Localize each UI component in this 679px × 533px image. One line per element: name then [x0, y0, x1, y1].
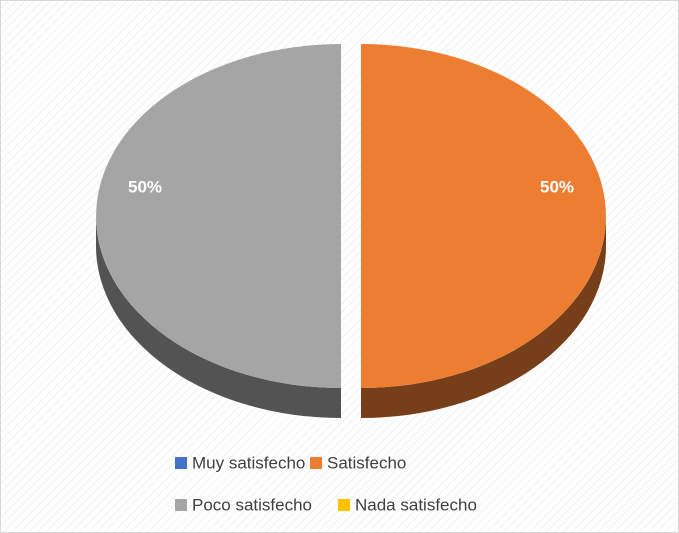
legend-swatch [175, 499, 187, 511]
legend-label: Nada satisfecho [355, 495, 477, 514]
data-label: 50% [540, 177, 574, 196]
data-label: 50% [128, 177, 162, 196]
legend-swatch [338, 499, 350, 511]
legend: Muy satisfecho Satisfecho Poco satisfecho N… [175, 453, 477, 514]
pie-slice [96, 44, 341, 388]
legend-label: Satisfecho [327, 453, 406, 472]
pie-slice-side [96, 216, 341, 418]
pie-slice-side [361, 216, 606, 418]
legend-swatch [175, 457, 187, 469]
legend-swatch [310, 457, 322, 469]
pie: 50% 50% [96, 44, 606, 418]
legend-label: Poco satisfecho [192, 495, 312, 514]
pie-slice [361, 44, 606, 388]
legend-label: Muy satisfecho [192, 453, 305, 472]
